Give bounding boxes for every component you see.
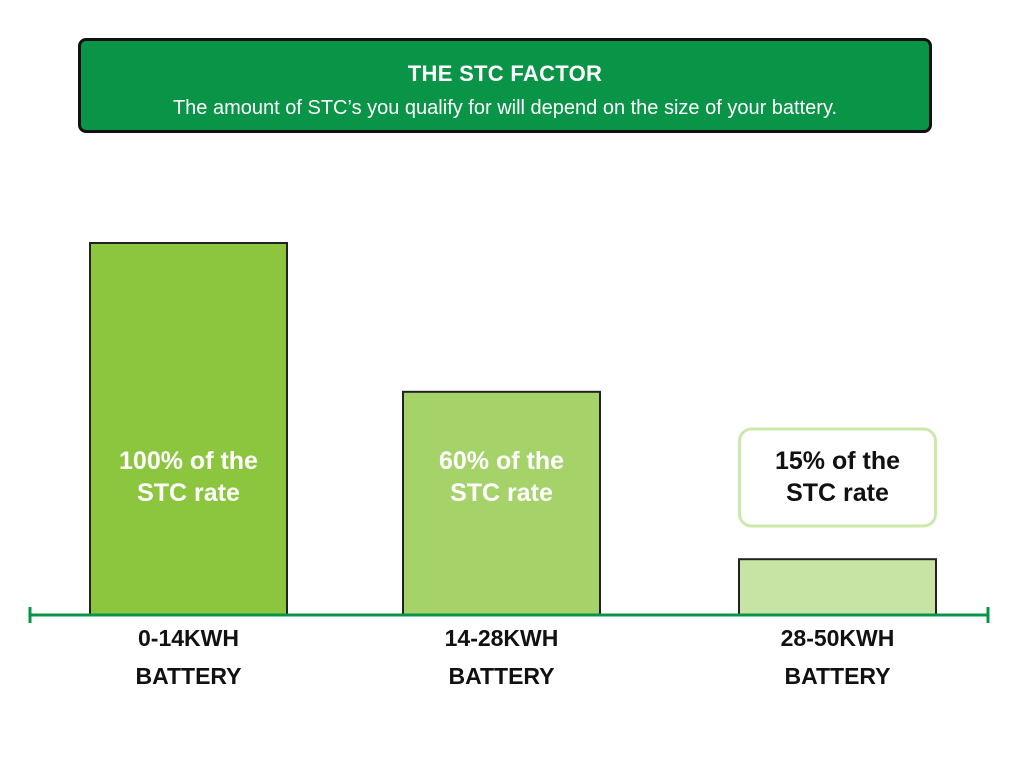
bar-1 (89, 242, 288, 616)
data-label-2: 60% of the STC rate (439, 447, 564, 507)
bar-2 (402, 390, 601, 616)
category-label-1: 0-14KWH BATTERY (135, 625, 241, 689)
data-label-1: 100% of the STC rate (119, 447, 258, 507)
page-title: THE STC FACTOR (407, 61, 603, 86)
header-banner: THE STC FACTOR The amount of STC’s you q… (78, 38, 932, 133)
data-label-3: 15% of the STC rate (775, 447, 900, 507)
category-label-2: 14-28KWH BATTERY (445, 625, 559, 689)
category-label-3: 28-50KWH BATTERY (781, 625, 895, 689)
data-label-box-3 (738, 427, 937, 528)
bar-3 (738, 558, 937, 617)
page-subtitle: The amount of STC’s you qualify for will… (172, 97, 838, 119)
